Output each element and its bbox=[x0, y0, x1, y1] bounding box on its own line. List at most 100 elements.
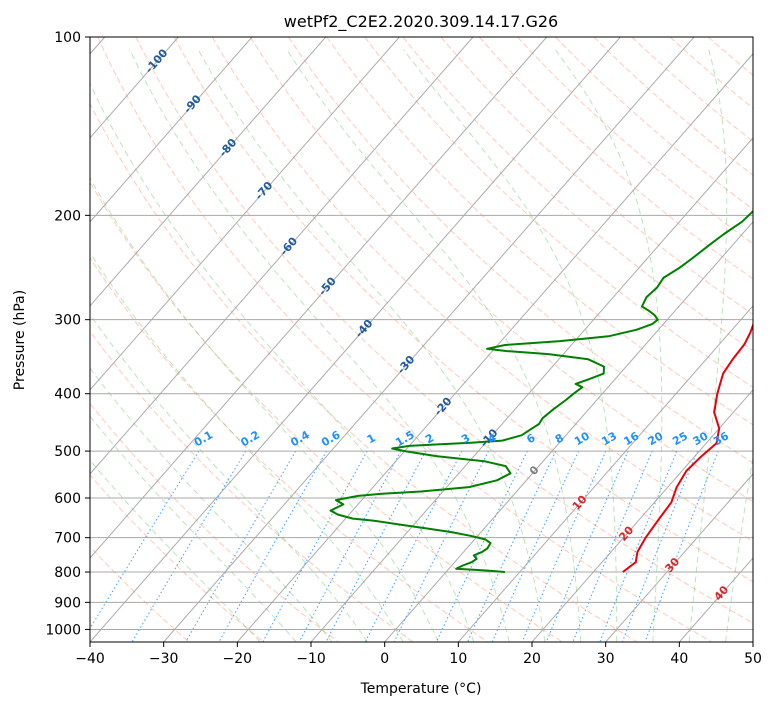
mixing-ratio-line bbox=[393, 450, 489, 642]
line-label: 0.4 bbox=[288, 428, 312, 449]
moist-adiabat bbox=[90, 313, 369, 642]
background-lines bbox=[90, 37, 753, 642]
y-tick-label: 600 bbox=[54, 491, 81, 507]
x-tick-label: −10 bbox=[296, 651, 326, 667]
x-tick-label: −30 bbox=[149, 651, 179, 667]
x-tick-label: −20 bbox=[223, 651, 253, 667]
line-label: 0.2 bbox=[239, 428, 262, 449]
y-tick-label: 300 bbox=[54, 313, 81, 329]
isotherm bbox=[90, 37, 474, 475]
isotherm bbox=[310, 137, 753, 642]
moist-adiabat bbox=[725, 454, 753, 642]
dry-adiabat bbox=[90, 474, 264, 642]
y-tick-label: 100 bbox=[54, 30, 81, 46]
dry-adiabat bbox=[517, 37, 753, 245]
x-tick-label: 10 bbox=[449, 651, 467, 667]
isotherm bbox=[90, 37, 548, 559]
dry-adiabat bbox=[90, 545, 190, 642]
y-tick-label: 500 bbox=[54, 444, 81, 460]
mixing-ratio-line bbox=[364, 450, 463, 642]
mixing-ratio-line bbox=[467, 450, 557, 642]
line-label: 20 bbox=[646, 429, 666, 448]
line-label: 0.6 bbox=[319, 428, 343, 449]
line-label: 16 bbox=[621, 429, 641, 448]
dry-adiabat bbox=[90, 257, 488, 642]
y-tick-label: 200 bbox=[54, 208, 81, 224]
dry-adiabat bbox=[440, 37, 753, 316]
plot-frame bbox=[89, 36, 754, 643]
dry-adiabat bbox=[90, 330, 414, 642]
mixing-ratio-line bbox=[599, 450, 678, 642]
dry-adiabat bbox=[555, 37, 753, 210]
dry-adiabat bbox=[478, 37, 753, 280]
line-label: 1 bbox=[365, 431, 378, 446]
moist-adiabat bbox=[90, 82, 475, 642]
x-tick-label: 30 bbox=[597, 651, 615, 667]
mixing-ratio-line bbox=[218, 450, 328, 642]
x-tick-label: 40 bbox=[670, 651, 688, 667]
profiles bbox=[329, 209, 753, 573]
moist-adiabat bbox=[129, 49, 510, 642]
isotherm bbox=[752, 641, 753, 642]
axes: −40 −30 −20 −10 0 10 20 30 40 50 100 200 300 400 500 60… bbox=[45, 30, 762, 667]
dry-adiabat bbox=[402, 37, 753, 352]
dewpoint-profile bbox=[329, 209, 753, 573]
x-tick-label: −40 bbox=[75, 651, 105, 667]
mixing-ratio-line bbox=[185, 450, 297, 642]
y-axis-label: Pressure (hPa) bbox=[12, 290, 28, 390]
dry-adiabat bbox=[326, 37, 753, 426]
mixing-ratio-line bbox=[325, 450, 427, 642]
isotherm bbox=[605, 473, 753, 642]
line-label: 13 bbox=[599, 429, 619, 448]
dry-adiabat bbox=[364, 37, 753, 388]
line-label: 8 bbox=[553, 431, 566, 446]
mixing-ratio-line bbox=[435, 450, 528, 642]
mixing-ratio-line bbox=[621, 450, 698, 642]
isotherm bbox=[384, 221, 753, 642]
dry-adiabat bbox=[173, 37, 753, 583]
dry-adiabat bbox=[90, 102, 638, 642]
moist-adiabat bbox=[554, 49, 663, 642]
isotherm bbox=[90, 37, 621, 642]
moist-adiabat bbox=[688, 49, 728, 642]
isotherm bbox=[90, 37, 400, 391]
mixing-ratio-line bbox=[262, 450, 368, 642]
line-label: 30 bbox=[691, 429, 711, 448]
temperature-profile bbox=[622, 322, 753, 573]
y-tick-label: 800 bbox=[54, 565, 81, 581]
moist-adiabat bbox=[90, 415, 297, 642]
x-axis-label: Temperature (°C) bbox=[360, 681, 482, 697]
x-tick-label: 20 bbox=[523, 651, 541, 667]
chart-title: wetPf2_C2E2.2020.309.14.17.G26 bbox=[284, 12, 558, 32]
dry-adiabat bbox=[135, 37, 753, 624]
y-tick-label: 1000 bbox=[45, 622, 81, 638]
isotherm bbox=[90, 37, 253, 223]
x-tick-label: 0 bbox=[380, 651, 389, 667]
y-tick-label: 400 bbox=[54, 387, 81, 403]
isotherm bbox=[531, 389, 753, 642]
line-label: 0.1 bbox=[192, 428, 215, 449]
moist-adiabat bbox=[90, 177, 439, 642]
dry-adiabat bbox=[631, 37, 753, 143]
y-tick-label: 900 bbox=[54, 595, 81, 611]
moist-adiabat bbox=[90, 251, 404, 642]
dry-adiabat bbox=[97, 37, 712, 642]
x-tick-label: 50 bbox=[744, 651, 762, 667]
line-label: 25 bbox=[670, 429, 690, 448]
moist-adiabat bbox=[403, 49, 618, 642]
isotherm bbox=[236, 53, 753, 642]
moist-adiabat bbox=[90, 367, 333, 642]
dry-adiabat bbox=[90, 181, 563, 642]
line-label: 10 bbox=[572, 429, 592, 448]
isotherm bbox=[90, 37, 327, 307]
mixing-ratio-line bbox=[491, 450, 580, 642]
dry-adiabat bbox=[249, 37, 753, 503]
mixing-ratio-line bbox=[572, 450, 653, 642]
moist-adiabat bbox=[90, 459, 261, 642]
isotherm bbox=[163, 37, 695, 642]
dry-adiabat bbox=[707, 37, 753, 76]
isotherm bbox=[457, 305, 753, 642]
moist-adiabat bbox=[197, 49, 546, 642]
y-tick-label: 700 bbox=[54, 531, 81, 547]
